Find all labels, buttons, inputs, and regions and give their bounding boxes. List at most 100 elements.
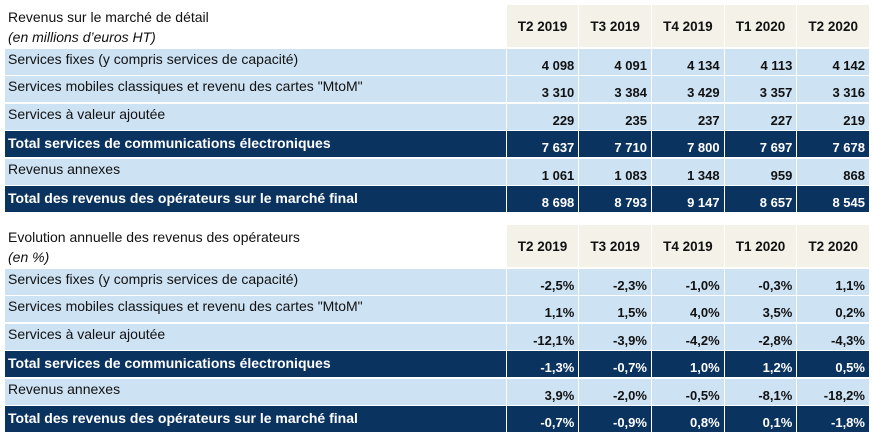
cell-value: 868	[797, 158, 869, 185]
row-label: Services à valeur ajoutée	[5, 103, 506, 130]
row-label: Services à valeur ajoutée	[5, 323, 506, 350]
table-row: Services mobiles classiques et revenu de…	[5, 296, 869, 322]
cell-value: 1,2%	[724, 351, 797, 377]
cell-value: -3,9%	[579, 323, 651, 350]
cell-value: 3 316	[797, 76, 869, 102]
cell-value: -0,7%	[506, 406, 579, 432]
row-label: Services fixes (y compris services de ca…	[5, 268, 506, 295]
cell-value: -2,8%	[724, 323, 797, 350]
cell-value: 1 083	[579, 158, 651, 185]
cell-value: -1,3%	[506, 351, 579, 377]
table-header: Evolution annuelle des revenus des opéra…	[5, 225, 870, 267]
column-header: T1 2020	[724, 5, 797, 47]
cell-value: 235	[579, 103, 651, 130]
total-row: Total des revenus des opérateurs sur le …	[5, 406, 869, 432]
cell-value: 959	[724, 158, 797, 185]
table-title-block: Evolution annuelle des revenus des opéra…	[5, 225, 506, 267]
row-label: Total services de communications électro…	[5, 131, 506, 157]
cell-value: 8 698	[506, 186, 579, 212]
table-row: Services à valeur ajoutée -12,1% -3,9% -4,2…	[5, 323, 869, 350]
row-label: Total services de communications électro…	[5, 351, 506, 377]
cell-value: 1 061	[506, 158, 579, 185]
cell-value: 4 142	[797, 48, 869, 75]
column-header: T1 2020	[724, 225, 797, 267]
cell-value: -0,9%	[579, 406, 651, 432]
cell-value: 4,0%	[651, 296, 724, 322]
cell-value: 8 545	[797, 186, 869, 212]
cell-value: -12,1%	[506, 323, 579, 350]
column-header: T3 2019	[579, 5, 652, 47]
cell-value: -0,7%	[579, 351, 651, 377]
cell-value: 227	[724, 103, 797, 130]
cell-value: 3 357	[724, 76, 797, 102]
table-row: Services fixes (y compris services de ca…	[5, 268, 869, 295]
cell-value: -2,3%	[579, 268, 651, 295]
total-row: Total des revenus des opérateurs sur le …	[5, 186, 869, 212]
cell-value: -0,3%	[724, 268, 797, 295]
table-title: Evolution annuelle des revenus des opéra…	[8, 229, 300, 245]
column-header: T2 2019	[506, 225, 579, 267]
column-header: T4 2019	[652, 225, 724, 267]
row-label: Services mobiles classiques et revenu de…	[5, 76, 506, 102]
cell-value: 3,5%	[724, 296, 797, 322]
cell-value: -2,5%	[506, 268, 579, 295]
cell-value: 0,8%	[651, 406, 724, 432]
cell-value: 0,2%	[797, 296, 869, 322]
cell-value: 4 091	[579, 48, 651, 75]
table-header: Revenus sur le marché de détail (en milli…	[5, 5, 870, 47]
cell-value: 7 710	[579, 131, 651, 157]
column-header: T2 2020	[797, 225, 870, 267]
table-row: Services à valeur ajoutée 229 235 237 227 219	[5, 103, 869, 130]
cell-value: 7 637	[506, 131, 579, 157]
column-header: T2 2020	[797, 5, 870, 47]
table-row: Revenus annexes 1 061 1 083 1 348 959 868	[5, 158, 869, 185]
cell-value: -1,0%	[651, 268, 724, 295]
cell-value: -18,2%	[797, 378, 869, 405]
cell-value: -2,0%	[579, 378, 651, 405]
cell-value: -4,2%	[651, 323, 724, 350]
row-label: Revenus annexes	[5, 158, 506, 185]
row-label: Total des revenus des opérateurs sur le …	[5, 406, 506, 432]
column-header: T3 2019	[579, 225, 652, 267]
cell-value: 219	[797, 103, 869, 130]
cell-value: 1,0%	[651, 351, 724, 377]
table-row: Services fixes (y compris services de ca…	[5, 48, 869, 75]
cell-value: 8 657	[724, 186, 797, 212]
cell-value: 4 113	[724, 48, 797, 75]
table-subtitle: (en millions d’euros HT)	[8, 29, 156, 45]
cell-value: 4 098	[506, 48, 579, 75]
total-row: Total services de communications électro…	[5, 351, 869, 377]
cell-value: 0,5%	[797, 351, 869, 377]
cell-value: -0,5%	[651, 378, 724, 405]
cell-value: 7 800	[651, 131, 724, 157]
column-header: T2 2019	[506, 5, 579, 47]
row-label: Services mobiles classiques et revenu de…	[5, 296, 506, 322]
row-label: Services fixes (y compris services de ca…	[5, 48, 506, 75]
table-title-block: Revenus sur le marché de détail (en milli…	[5, 5, 506, 47]
row-label: Total des revenus des opérateurs sur le …	[5, 186, 506, 212]
cell-value: 1,5%	[579, 296, 651, 322]
cell-value: 9 147	[651, 186, 724, 212]
cell-value: -4,3%	[797, 323, 869, 350]
revenue-table: Revenus sur le marché de détail (en milli…	[5, 5, 870, 212]
cell-value: 229	[506, 103, 579, 130]
cell-value: 237	[651, 103, 724, 130]
cell-value: 8 793	[579, 186, 651, 212]
total-row: Total services de communications électro…	[5, 131, 869, 157]
table-title: Revenus sur le marché de détail	[8, 9, 209, 25]
cell-value: 3 384	[579, 76, 651, 102]
growth-table: Evolution annuelle des revenus des opéra…	[5, 225, 870, 432]
table-row: Services mobiles classiques et revenu de…	[5, 76, 869, 102]
table-row: Revenus annexes 3,9% -2,0% -0,5% -8,1% -18,2%	[5, 378, 869, 405]
cell-value: 3,9%	[506, 378, 579, 405]
cell-value: 4 134	[651, 48, 724, 75]
row-label: Revenus annexes	[5, 378, 506, 405]
cell-value: 1,1%	[506, 296, 579, 322]
cell-value: 3 310	[506, 76, 579, 102]
cell-value: -8,1%	[724, 378, 797, 405]
column-header: T4 2019	[652, 5, 724, 47]
cell-value: 1,1%	[797, 268, 869, 295]
cell-value: 3 429	[651, 76, 724, 102]
table-subtitle: (en %)	[8, 249, 50, 265]
cell-value: 7 678	[797, 131, 869, 157]
